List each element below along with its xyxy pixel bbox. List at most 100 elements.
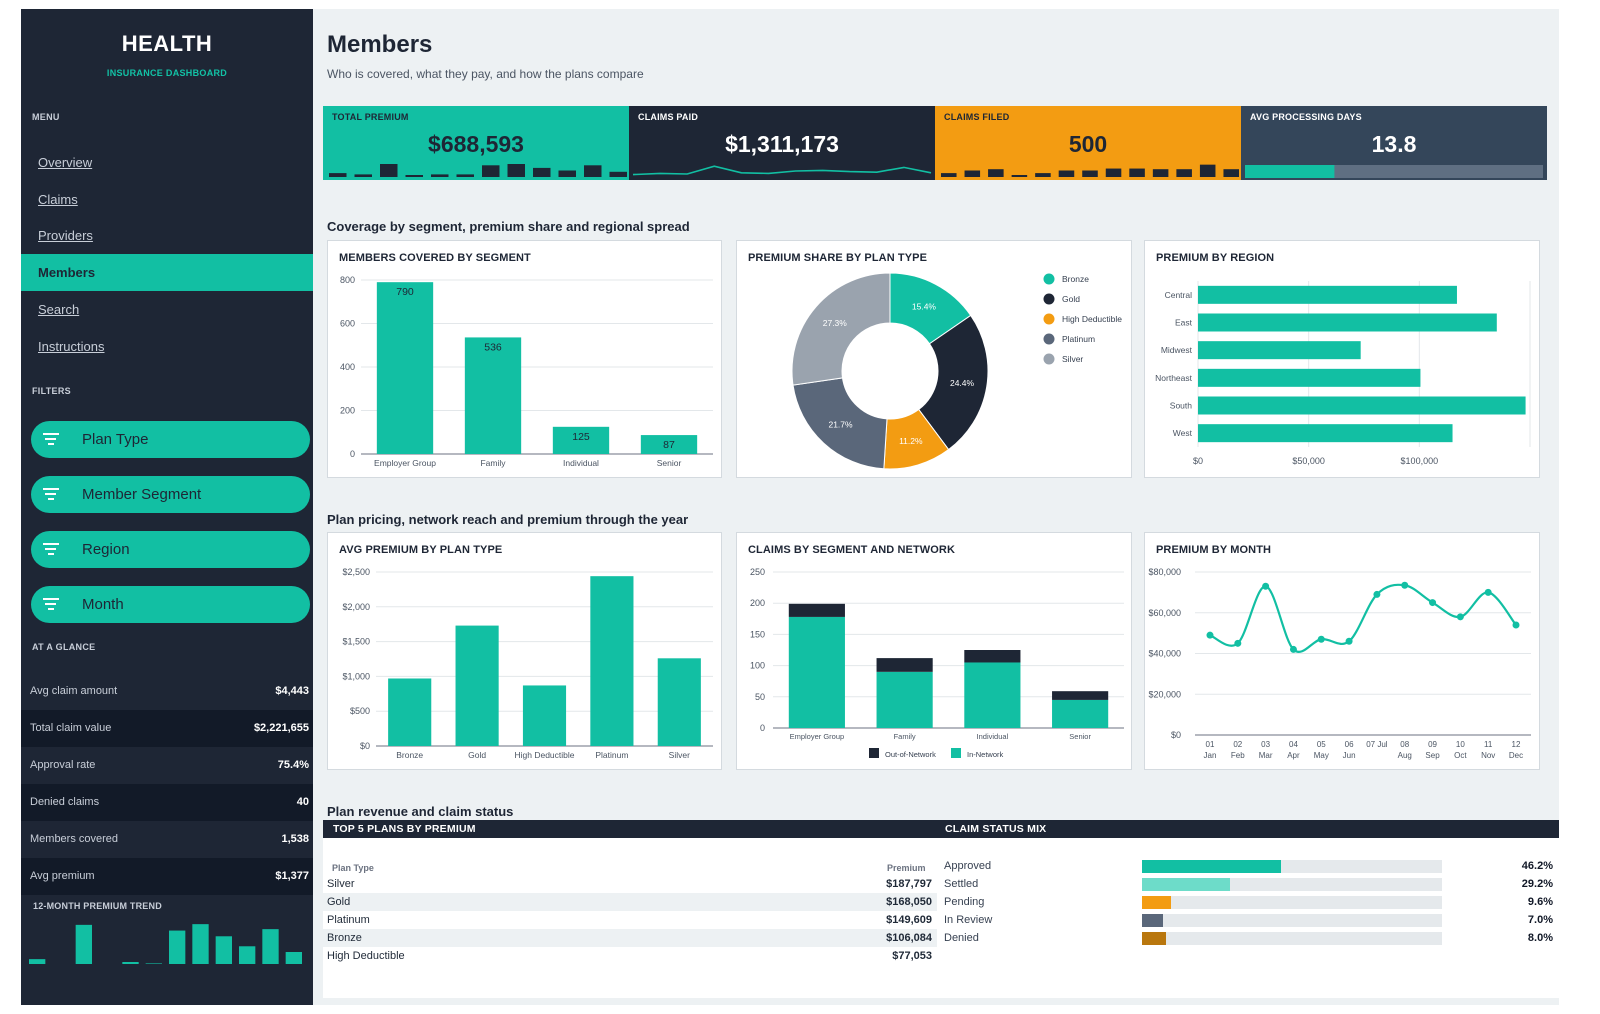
- status-fill: [1142, 878, 1230, 891]
- stacked-bar-segment: [788, 603, 845, 617]
- premium-by-month-chart: $0 $20,000 $40,000 $60,000 $80,000 01 Jan 02 Feb…: [1148, 567, 1531, 760]
- plan-name: Bronze: [327, 932, 362, 944]
- x-tick-label: Nov: [1481, 751, 1495, 760]
- kpi-claims-paid: CLAIMS PAID $1,311,173: [629, 106, 935, 180]
- col-plan-type: Plan Type: [332, 863, 374, 873]
- legend-label: Gold: [1062, 294, 1080, 304]
- kpi-label: AVG PROCESSING DAYS: [1250, 112, 1362, 122]
- brand-subtitle: INSURANCE DASHBOARD: [106, 68, 228, 78]
- status-pct: 9.6%: [1527, 896, 1553, 908]
- plan-name: High Deductible: [327, 950, 405, 962]
- slice-label: 15.4%: [912, 301, 937, 311]
- x-tick-label: High Deductible: [514, 750, 574, 760]
- glance-row: Avg claim amount $4,443: [21, 673, 313, 710]
- bar: [376, 282, 434, 454]
- x-tick-label: 11: [1484, 740, 1493, 749]
- bar: [522, 685, 567, 746]
- spark-bar: [380, 164, 398, 177]
- nav-overview[interactable]: Overview: [38, 155, 93, 170]
- spark-bar: [1011, 175, 1028, 177]
- glance-row: Approval rate 75.4%: [21, 747, 313, 784]
- nav-search[interactable]: Search: [38, 302, 80, 317]
- section-heading: Plan pricing, network reach and premium …: [327, 512, 689, 527]
- glance-label: Members covered: [30, 833, 119, 845]
- nav-instructions[interactable]: Instructions: [38, 339, 105, 354]
- kpi-value: 500: [1068, 131, 1108, 157]
- bar: [552, 426, 610, 454]
- kpi-total-premium: TOTAL PREMIUM $688,593: [323, 106, 629, 180]
- card-title: PREMIUM BY MONTH: [1156, 544, 1272, 556]
- status-fill: [1142, 860, 1281, 873]
- slice-label: 11.2%: [899, 436, 923, 446]
- filter-plan-type[interactable]: Plan Type: [31, 421, 310, 458]
- y-tick-label: $2,000: [342, 602, 370, 612]
- brand-title: HEALTH: [121, 31, 213, 56]
- avg-premium-by-plan-chart: $0 $500 $1,000 $1,500 $2,000 $2,500 Bronze Gold…: [342, 567, 713, 760]
- spark-bar: [1129, 168, 1145, 177]
- status-fill: [1142, 896, 1171, 909]
- x-tick-label: 07 Jul: [1366, 740, 1388, 749]
- y-tick-label: $80,000: [1148, 567, 1181, 577]
- data-point: [1317, 635, 1325, 643]
- status-fill: [1142, 914, 1163, 927]
- trend-bar: [75, 924, 92, 964]
- filter-member-segment[interactable]: Member Segment: [31, 476, 310, 513]
- trend-bar: [192, 924, 209, 964]
- at-a-glance-label: AT A GLANCE: [32, 642, 96, 652]
- plan-name: Platinum: [327, 914, 370, 926]
- kpi-label: CLAIMS FILED: [944, 112, 1010, 122]
- stacked-bar-segment: [1052, 691, 1109, 700]
- trend-bar: [215, 936, 232, 964]
- nav-claims[interactable]: Claims: [38, 192, 78, 207]
- x-tick-label: Family: [894, 732, 916, 741]
- x-tick-label: 03: [1261, 740, 1270, 749]
- x-tick-label: Aug: [1398, 751, 1412, 760]
- spark-bar: [329, 173, 347, 177]
- data-label: 536: [484, 341, 502, 353]
- claims-by-segment-network-chart: 0 50 100 150 200 250 Employer Group Family Indiv…: [750, 567, 1124, 759]
- bar: [455, 625, 499, 746]
- glance-row: Avg premium $1,377: [21, 858, 313, 895]
- y-tick-label: 800: [340, 275, 355, 285]
- x-tick-label: Individual: [563, 458, 599, 468]
- legend-swatch: [1043, 313, 1055, 325]
- pie-slice: [791, 272, 891, 386]
- status-pct: 7.0%: [1527, 914, 1553, 926]
- nav-members[interactable]: Members: [21, 254, 313, 291]
- x-tick-label: Employer Group: [374, 458, 436, 468]
- y-tick-label: $0: [1171, 730, 1181, 740]
- plan-premium: $77,053: [892, 950, 932, 962]
- filter-month[interactable]: Month: [31, 586, 310, 623]
- premium-by-region-card: $0 $50,000 $100,000 Central East Midwest North…: [1144, 240, 1540, 478]
- stacked-bar-segment: [964, 662, 1021, 728]
- card-title: PREMIUM SHARE BY PLAN TYPE: [748, 252, 928, 264]
- filter-region[interactable]: Region: [31, 531, 310, 568]
- section-heading: Coverage by segment, premium share and r…: [327, 219, 690, 234]
- main-content: Members Who is covered, what they pay, a…: [313, 9, 1559, 1005]
- x-tick-label: Senior: [1069, 732, 1091, 741]
- glance-value: 40: [296, 796, 309, 808]
- bar: [657, 658, 701, 746]
- kpi-sparkline: [941, 164, 1239, 177]
- premium-by-month-card: $0 $20,000 $40,000 $60,000 $80,000 01 Jan 02 Feb…: [1144, 532, 1540, 770]
- trend-bar: [262, 929, 279, 964]
- filter-icon: [43, 433, 59, 445]
- data-label: 790: [396, 286, 414, 298]
- kpi-label: TOTAL PREMIUM: [332, 112, 409, 122]
- x-tick-label: Mar: [1259, 751, 1273, 760]
- glance-row: Members covered 1,538: [21, 821, 313, 858]
- premium-by-region-chart: $0 $50,000 $100,000 Central East Midwest North…: [1155, 281, 1531, 466]
- card-title: MEMBERS COVERED BY SEGMENT: [339, 252, 531, 264]
- x-tick-label: Family: [480, 458, 506, 468]
- legend-swatch: [1043, 333, 1055, 345]
- y-tick-label: Central: [1165, 290, 1193, 300]
- x-tick-label: 09: [1428, 740, 1437, 749]
- y-tick-label: $1,000: [342, 671, 370, 681]
- nav-providers[interactable]: Providers: [38, 228, 93, 243]
- legend-label: Silver: [1062, 354, 1083, 364]
- x-tick-label: Gold: [468, 750, 486, 760]
- status-track: [1142, 896, 1442, 909]
- status-label: Settled: [944, 878, 979, 890]
- plan-premium: $187,797: [886, 878, 932, 890]
- plan-premium: $149,609: [886, 914, 932, 926]
